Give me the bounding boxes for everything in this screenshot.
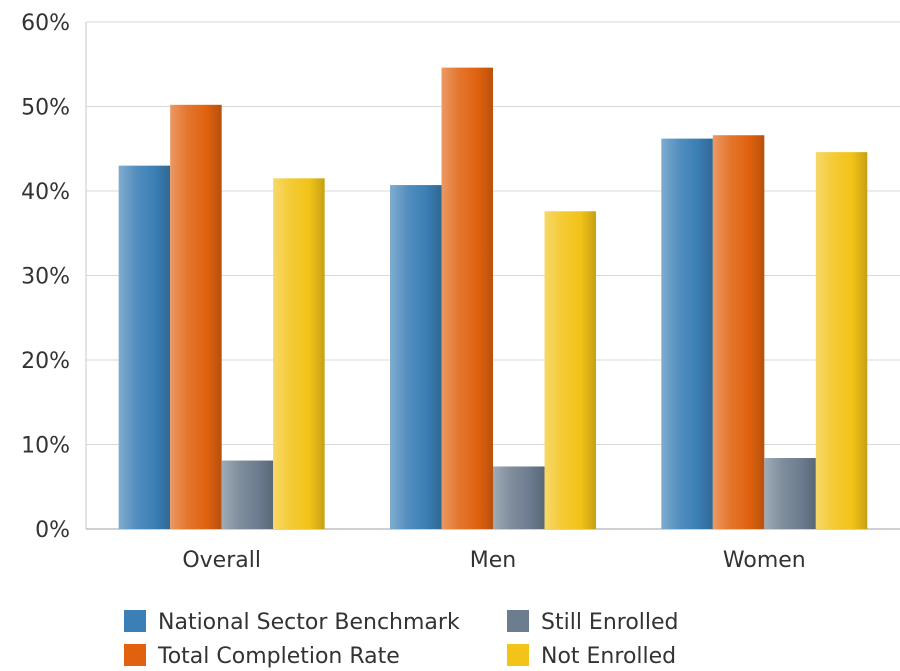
legend-swatch (507, 610, 529, 632)
bar-men-series-1 (441, 67, 493, 529)
y-tick-labels: 0% 10% 20% 30% 40% 50% 60% (21, 11, 70, 543)
legend-swatch (507, 644, 529, 666)
legend-label: Still Enrolled (541, 610, 679, 635)
legend: National Sector Benchmark Total Completio… (124, 610, 679, 669)
y-tick-label: 50% (21, 96, 70, 121)
bar-women-series-2 (764, 458, 816, 529)
x-tick-label: Women (723, 548, 806, 573)
bars (118, 67, 868, 530)
x-tick-label: Men (470, 548, 516, 573)
x-tick-label: Overall (182, 548, 261, 573)
bar-overall-series-3 (273, 178, 325, 529)
bar-overall-series-1 (170, 104, 222, 529)
legend-swatch (124, 644, 146, 666)
bar-women-series-0 (661, 138, 713, 530)
y-tick-label: 30% (21, 265, 70, 290)
bar-men-series-2 (493, 466, 545, 529)
y-tick-label: 0% (35, 518, 70, 543)
legend-label: Not Enrolled (541, 644, 676, 669)
bar-women-series-3 (815, 152, 868, 529)
bar-overall-series-0 (118, 165, 171, 529)
bar-men-series-3 (544, 211, 596, 529)
bar-men-series-0 (390, 185, 442, 529)
legend-label: Total Completion Rate (157, 644, 400, 669)
y-tick-label: 20% (21, 349, 70, 374)
bar-women-series-1 (712, 135, 765, 530)
y-tick-label: 60% (21, 11, 70, 36)
legend-swatch (124, 610, 146, 632)
y-tick-label: 10% (21, 434, 70, 459)
x-tick-labels: Overall Men Women (182, 548, 805, 573)
y-tick-label: 40% (21, 180, 70, 205)
bar-overall-series-2 (221, 460, 274, 529)
legend-label: National Sector Benchmark (158, 610, 460, 635)
